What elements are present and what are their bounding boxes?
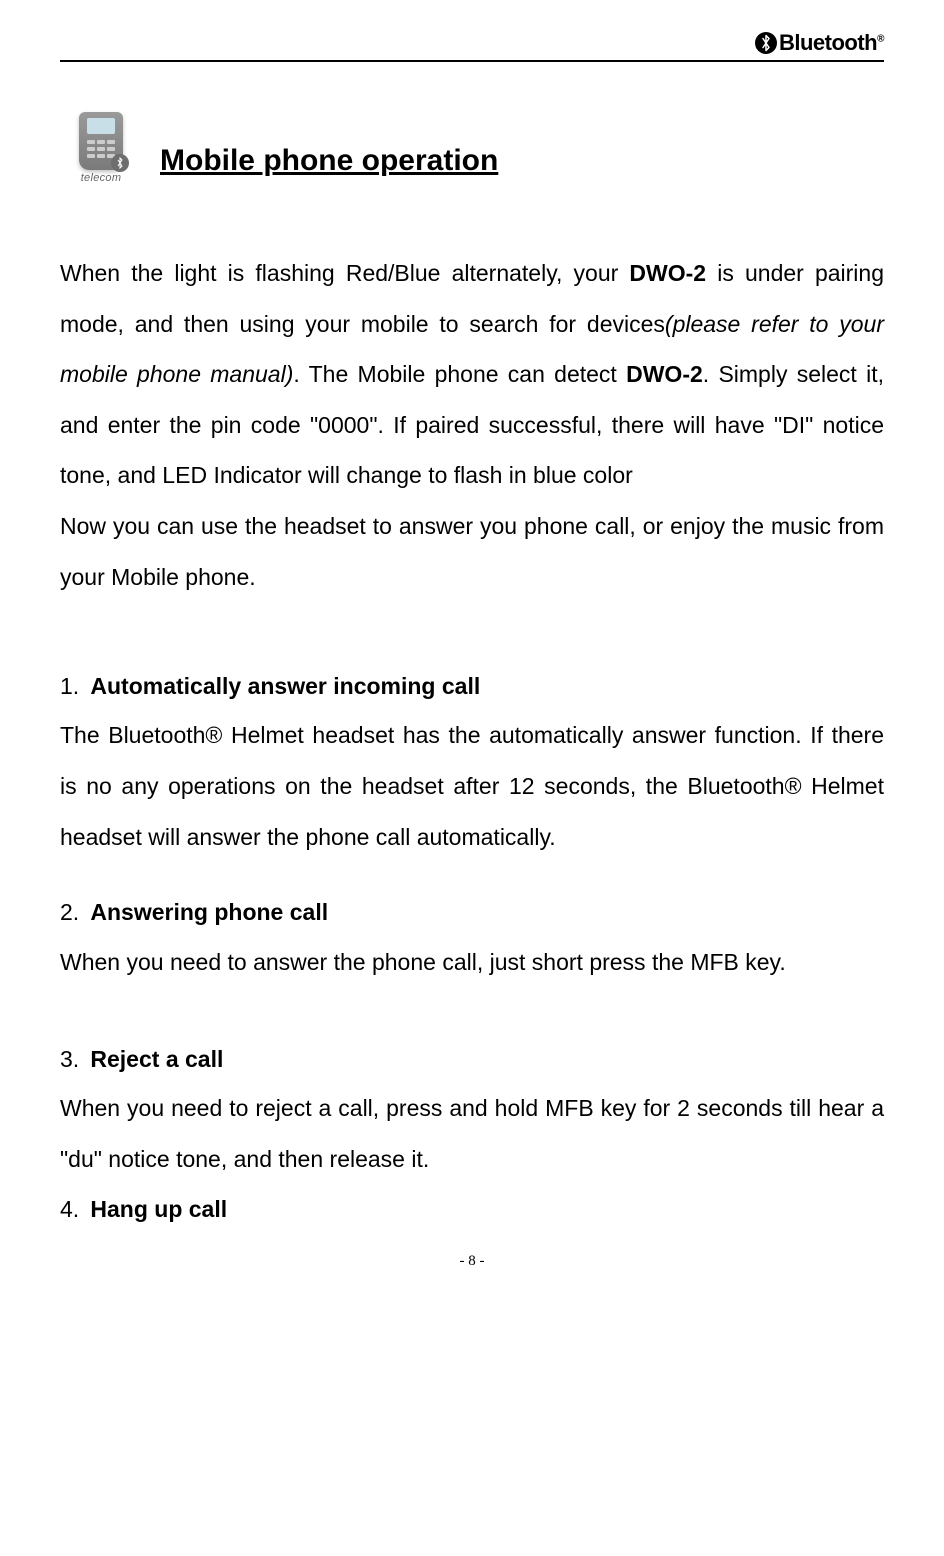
bluetooth-icon xyxy=(755,32,777,54)
bluetooth-dot-icon xyxy=(111,154,129,172)
list-item-3-body: When you need to reject a call, press an… xyxy=(60,1083,884,1184)
intro-paragraph-2: Now you can use the headset to answer yo… xyxy=(60,501,884,602)
header-bar: Bluetooth® xyxy=(60,0,884,62)
list-item-4-head: 4. Hang up call xyxy=(60,1185,884,1233)
list-item-3-head: 3. Reject a call xyxy=(60,1035,884,1083)
icon-caption: telecom xyxy=(81,172,122,184)
intro-paragraph-1: When the light is flashing Red/Blue alte… xyxy=(60,248,884,501)
header-rule xyxy=(60,60,884,62)
page-number: - 8 - xyxy=(60,1253,884,1290)
bluetooth-word: Bluetooth® xyxy=(779,30,884,56)
list-item-2-head: 2. Answering phone call xyxy=(60,888,884,936)
numbered-list: 1. Automatically answer incoming call Th… xyxy=(60,662,884,1233)
list-item-1-head: 1. Automatically answer incoming call xyxy=(60,662,884,710)
list-item-1-body: The Bluetooth® Helmet headset has the au… xyxy=(60,710,884,862)
list-item-2-body: When you need to answer the phone call, … xyxy=(60,937,884,988)
section-title: Mobile phone operation xyxy=(160,144,498,184)
telecom-phone-icon: telecom xyxy=(60,102,142,184)
bluetooth-logo: Bluetooth® xyxy=(755,30,884,56)
section-header: telecom Mobile phone operation xyxy=(60,102,884,184)
